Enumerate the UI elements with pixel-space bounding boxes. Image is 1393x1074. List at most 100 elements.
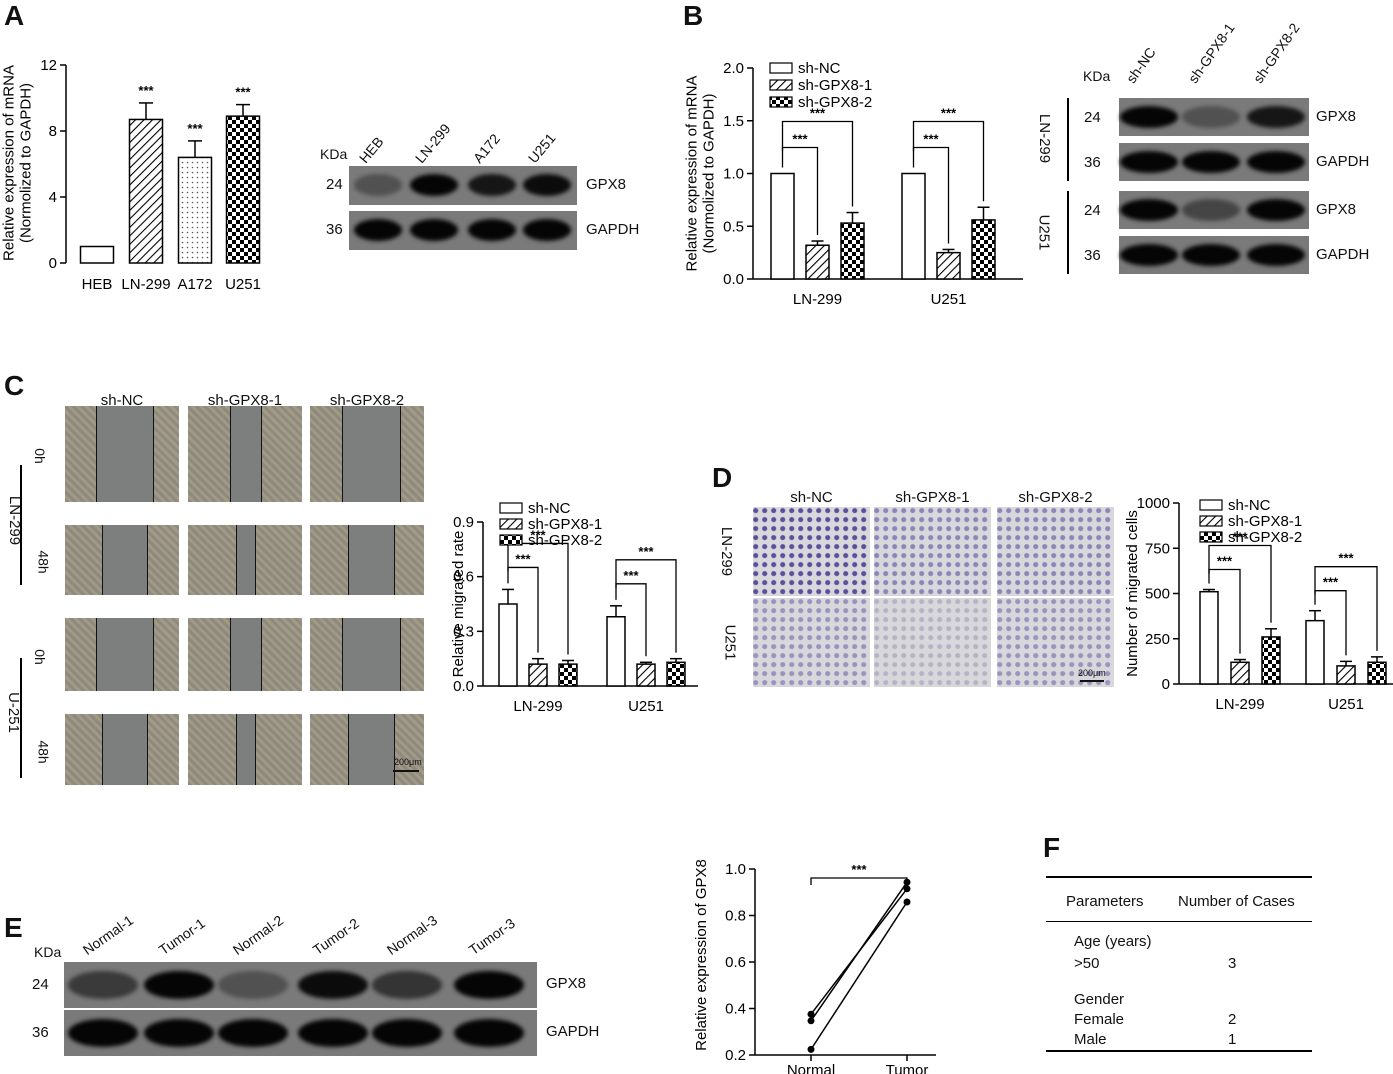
significance-bracket [912, 146, 950, 244]
group-bracket-line [20, 465, 22, 585]
band [144, 971, 214, 999]
table-row-value: 1 [1228, 1031, 1237, 1048]
y-tick-label: 1.5 [723, 113, 744, 130]
group-bracket-line [1067, 98, 1069, 181]
series-line [810, 881, 908, 1022]
band [454, 971, 524, 999]
wound-gap [96, 618, 154, 691]
mw-label: 24 [1084, 109, 1101, 126]
significance-label: *** [851, 862, 867, 877]
x-tick-label: LN-299 [793, 291, 842, 308]
band [1247, 151, 1305, 173]
x-tick-label: Normal [787, 1062, 835, 1074]
legend-swatch [1199, 515, 1223, 527]
table-header-parameters: Parameters [1066, 893, 1144, 910]
significance-label: *** [623, 568, 639, 583]
wound-gap [342, 618, 401, 691]
mw-label: 36 [1084, 247, 1101, 264]
band [410, 219, 458, 241]
significance-label: *** [638, 544, 654, 559]
protein-label: GPX8 [1316, 108, 1357, 125]
time-label: 48h [35, 550, 52, 574]
protein-label: GAPDH [546, 1023, 600, 1040]
band [68, 1019, 138, 1047]
band [1247, 199, 1305, 221]
wound-image [65, 714, 179, 785]
protein-label: GAPDH [1316, 246, 1370, 263]
panel-label-a: A [4, 0, 25, 31]
band [1120, 199, 1178, 221]
panel-label-d: D [712, 462, 733, 493]
bar [1305, 619, 1325, 685]
y-tick-label: 0.6 [453, 569, 474, 586]
table-row-param: Male [1074, 1031, 1107, 1048]
column-label: sh-GPX8-2 [1018, 489, 1093, 506]
wound-image [310, 714, 424, 785]
y-tick-label: 0.6 [725, 954, 746, 971]
bar [805, 244, 830, 280]
bar [1230, 661, 1250, 685]
protein-label: GPX8 [586, 176, 627, 193]
legend-label: sh-GPX8-1 [528, 516, 602, 533]
significance-label: *** [792, 132, 808, 147]
panel-label-f: F [1043, 832, 1061, 863]
band [1247, 106, 1305, 128]
column-label: sh-NC [790, 489, 833, 506]
y-tick-label: 750 [1145, 540, 1170, 557]
legend-label: sh-NC [798, 60, 841, 77]
x-tick-label: Tumor [886, 1062, 929, 1074]
band [1120, 151, 1178, 173]
significance-label: *** [810, 106, 826, 121]
significance-bracket [1314, 566, 1378, 651]
table-row-param: Female [1074, 1011, 1125, 1028]
legend-swatch [769, 62, 793, 74]
y-tick-label: 0.2 [725, 1047, 746, 1064]
bar [1261, 636, 1281, 685]
table-row-param: Age (years) [1074, 933, 1152, 950]
significance-label: *** [923, 132, 939, 147]
wound-image [310, 618, 424, 691]
significance-label: *** [941, 106, 957, 121]
bar [177, 156, 213, 264]
y-axis-label: Relative migrated rate [450, 531, 467, 678]
wound-gap [230, 618, 262, 691]
mw-label: 36 [32, 1024, 49, 1041]
bar [498, 603, 518, 687]
y-tick-label: 4 [49, 189, 57, 206]
y-tick-label: 1.0 [725, 861, 746, 878]
band [454, 1019, 524, 1047]
x-tick-label: U251 [225, 276, 261, 293]
bar [636, 663, 656, 687]
y-axis-label: (Normolized to GAPDH) [701, 93, 718, 253]
wound-image [310, 406, 424, 502]
legend-swatch [499, 534, 523, 546]
wound-gap [102, 714, 148, 785]
bar [225, 115, 261, 264]
transwell-image [997, 507, 1114, 596]
significance-bracket [615, 583, 647, 657]
mw-label: 36 [326, 221, 343, 238]
mw-label: 24 [326, 176, 343, 193]
cell-line-label: U-251 [4, 692, 22, 733]
wound-image [65, 406, 179, 502]
wound-gap [96, 406, 154, 502]
bar [666, 661, 686, 687]
table-row-value: 3 [1228, 955, 1237, 972]
data-point [903, 898, 911, 906]
legend-swatch [769, 96, 793, 108]
kda-label: KDa [34, 944, 62, 960]
column-label: sh-GPX8-1 [895, 489, 970, 506]
kda-label: KDa [320, 146, 348, 162]
group-bracket-line [20, 658, 22, 778]
data-point [903, 885, 911, 893]
x-tick-label: LN-299 [513, 698, 562, 715]
mw-label: 24 [32, 976, 49, 993]
transwell-image [874, 507, 991, 596]
panel-label-e: E [4, 912, 23, 943]
significance-bracket [507, 542, 569, 655]
bar [1199, 590, 1219, 685]
data-point [807, 1010, 815, 1018]
significance-bracket [912, 120, 985, 202]
significance-bracket [1208, 568, 1241, 654]
